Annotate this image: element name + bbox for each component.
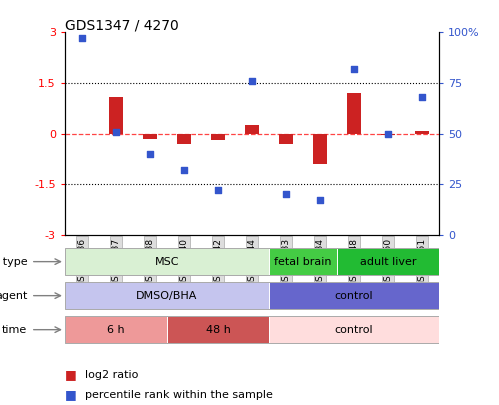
Point (350, 66, 358, 72)
Point (214, 187, 222, 194)
Bar (65, 282, 439, 309)
Bar (269, 248, 337, 275)
Bar (211, 134, 225, 141)
Bar (415, 131, 429, 134)
Point (180, 167, 188, 173)
Bar (269, 282, 439, 309)
Bar (65, 316, 439, 343)
Point (384, 130, 392, 137)
Point (248, 78, 256, 84)
Text: GDS1347 / 4270: GDS1347 / 4270 (65, 18, 179, 32)
Bar (269, 316, 439, 343)
Point (418, 94, 426, 100)
Text: agent: agent (0, 291, 27, 301)
Point (146, 151, 154, 157)
Text: cell type: cell type (0, 257, 27, 266)
Bar (313, 134, 327, 164)
Bar (65, 316, 167, 343)
Text: MSC: MSC (155, 257, 179, 266)
Text: ■: ■ (65, 388, 77, 401)
Bar (109, 96, 123, 134)
Text: 48 h: 48 h (206, 325, 231, 335)
Bar (65, 248, 439, 275)
Point (282, 191, 290, 198)
Text: 6 h: 6 h (107, 325, 125, 335)
Point (78, 35, 86, 42)
Bar (65, 282, 269, 309)
Text: ■: ■ (65, 368, 77, 381)
Bar (245, 125, 259, 134)
Text: control: control (335, 291, 373, 301)
Bar (177, 134, 191, 144)
Bar (65, 248, 269, 275)
Text: adult liver: adult liver (360, 257, 416, 266)
Text: log2 ratio: log2 ratio (85, 370, 138, 379)
Text: fetal brain: fetal brain (274, 257, 332, 266)
Bar (347, 93, 361, 134)
Bar (279, 134, 293, 144)
Bar (167, 316, 269, 343)
Text: DMSO/BHA: DMSO/BHA (136, 291, 198, 301)
Bar (143, 134, 157, 139)
Text: percentile rank within the sample: percentile rank within the sample (85, 390, 273, 400)
Bar (381, 134, 395, 135)
Text: control: control (335, 325, 373, 335)
Point (316, 197, 324, 204)
Text: time: time (2, 325, 27, 335)
Bar (337, 248, 439, 275)
Point (112, 128, 120, 135)
